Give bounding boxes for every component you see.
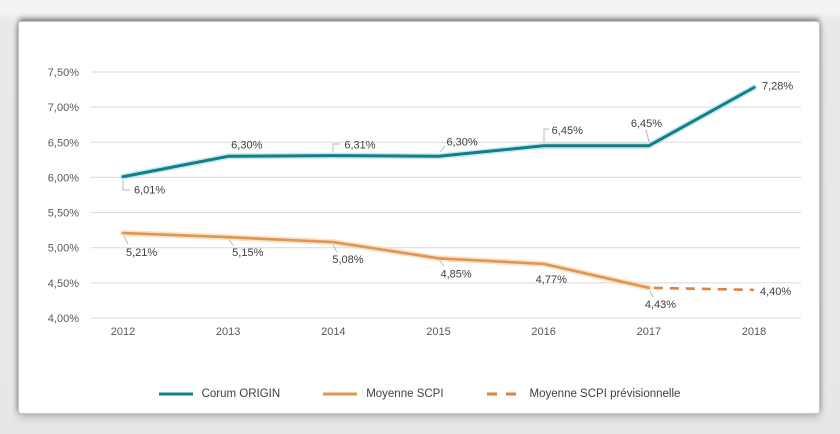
legend-swatch-solid-orange-icon bbox=[322, 392, 358, 396]
x-tick-label: 2014 bbox=[321, 326, 345, 338]
leader-line bbox=[122, 180, 130, 191]
leader-line bbox=[332, 244, 338, 253]
line-chart: 4,00% 4,50% 5,00% 5,50% 6,00% 6,50% 7,00% 7,50%… bbox=[48, 67, 801, 338]
leader-line bbox=[123, 235, 129, 245]
x-tick-label: 2017 bbox=[637, 326, 661, 338]
data-label: 5,15% bbox=[232, 247, 263, 259]
y-gridlines bbox=[91, 71, 801, 319]
data-label: 4,85% bbox=[441, 268, 472, 280]
x-tick-label: 2018 bbox=[742, 326, 766, 338]
data-labels: 6,01% 6,30% 6,31% 6,30% 6,45% 6,45% 7,28% 5,21%… bbox=[126, 80, 793, 310]
legend-label-corum-origin: Corum ORIGIN bbox=[201, 388, 281, 400]
leader-line bbox=[439, 145, 446, 153]
series-moyenne-scpi bbox=[120, 230, 652, 291]
legend-label-moyenne-scpi: Moyenne SCPI bbox=[366, 388, 444, 400]
chart-panel: 4,00% 4,50% 5,00% 5,50% 6,00% 6,50% 7,00% 7,50%… bbox=[18, 21, 820, 414]
leader-line bbox=[332, 143, 340, 152]
leader-line bbox=[228, 239, 235, 247]
series-corum-origin bbox=[120, 84, 757, 180]
y-tick-label: 4,50% bbox=[48, 278, 79, 290]
legend-swatch-solid-teal-icon bbox=[158, 392, 194, 396]
legend-item-corum-origin: Corum ORIGIN bbox=[158, 388, 281, 400]
label-leader-lines bbox=[122, 128, 654, 298]
data-label: 4,43% bbox=[645, 299, 676, 311]
data-label: 4,77% bbox=[536, 274, 567, 286]
data-label: 6,31% bbox=[344, 140, 375, 152]
data-label: 6,45% bbox=[552, 125, 583, 137]
series-moyenne-scpi-pr-visionnelle bbox=[648, 286, 755, 292]
legend-item-moyenne-scpi-previsionnelle: Moyenne SCPI prévisionnelle bbox=[486, 388, 681, 400]
legend-swatch-dashed-orange-icon bbox=[486, 392, 522, 396]
series-halo bbox=[120, 84, 757, 180]
x-tick-label: 2012 bbox=[111, 326, 135, 338]
y-tick-label: 5,50% bbox=[48, 208, 79, 220]
data-label: 4,40% bbox=[760, 286, 791, 298]
data-label: 6,45% bbox=[631, 118, 662, 130]
series-line bbox=[121, 86, 756, 179]
y-tick-label: 7,00% bbox=[48, 102, 79, 114]
chart-legend: Corum ORIGIN Moyenne SCPI Moyenne SCPI p… bbox=[19, 384, 819, 404]
x-axis-labels: 2012 2013 2014 2015 2016 2017 2018 bbox=[111, 326, 766, 338]
leader-line bbox=[645, 128, 650, 143]
y-tick-label: 6,00% bbox=[48, 172, 79, 184]
y-tick-label: 5,00% bbox=[48, 243, 79, 255]
data-label: 6,30% bbox=[231, 139, 262, 151]
y-tick-label: 4,00% bbox=[48, 313, 79, 325]
x-tick-label: 2013 bbox=[216, 326, 240, 338]
data-label: 6,30% bbox=[447, 136, 478, 148]
data-label: 7,28% bbox=[762, 80, 793, 92]
data-label: 5,21% bbox=[126, 247, 157, 259]
x-tick-label: 2015 bbox=[426, 326, 450, 338]
leader-line bbox=[649, 290, 654, 298]
legend-label-moyenne-scpi-previsionnelle: Moyenne SCPI prévisionnelle bbox=[529, 388, 681, 400]
y-tick-label: 6,50% bbox=[48, 137, 79, 149]
legend-item-moyenne-scpi: Moyenne SCPI bbox=[322, 388, 444, 400]
series-line bbox=[121, 231, 651, 290]
leader-line bbox=[543, 128, 549, 142]
data-label: 5,08% bbox=[332, 254, 363, 266]
y-tick-label: 7,50% bbox=[48, 67, 79, 79]
data-label: 6,01% bbox=[134, 185, 165, 197]
x-tick-label: 2016 bbox=[531, 326, 555, 338]
series-line bbox=[648, 286, 755, 292]
series-halo bbox=[120, 230, 652, 291]
y-axis-labels: 4,00% 4,50% 5,00% 5,50% 6,00% 6,50% 7,00% 7,50% bbox=[48, 67, 79, 325]
